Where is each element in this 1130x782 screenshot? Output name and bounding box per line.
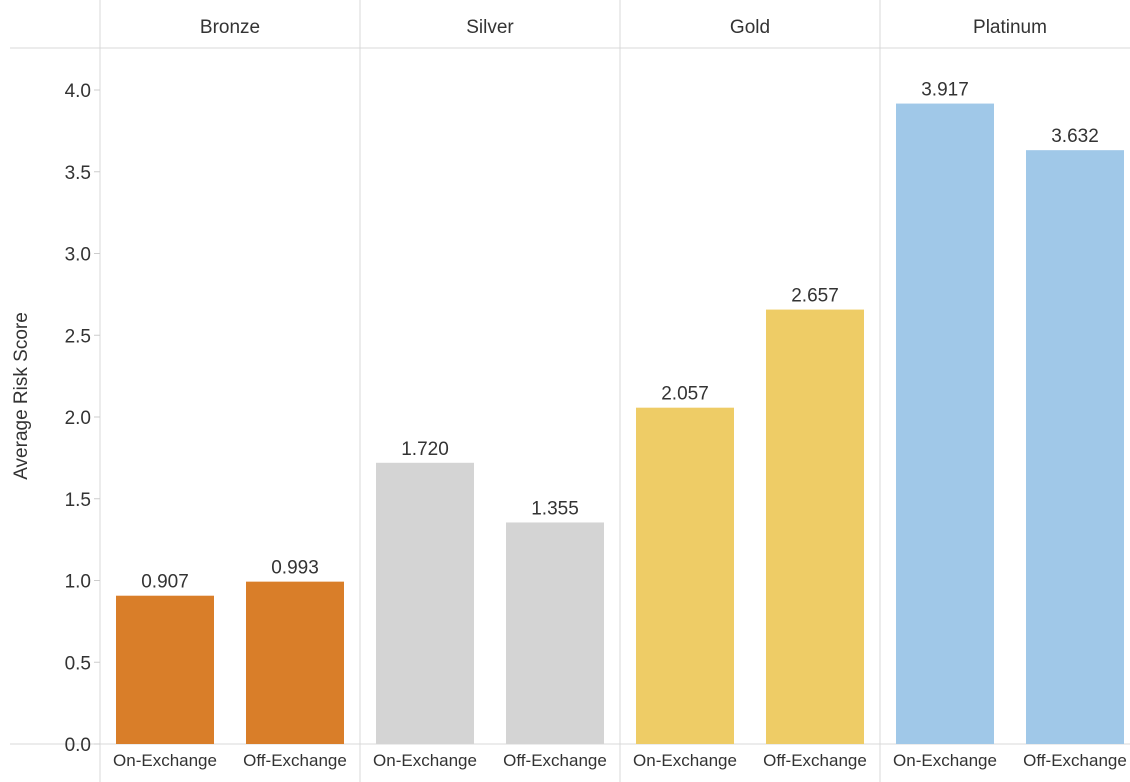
bar[interactable] bbox=[376, 462, 474, 744]
y-tick-label: 1.5 bbox=[65, 490, 91, 511]
y-tick-label: 2.0 bbox=[65, 408, 91, 429]
y-axis-title: Average Risk Score bbox=[11, 312, 32, 480]
y-tick-label: 3.0 bbox=[65, 245, 91, 266]
facet-panels: Bronze0.907On-Exchange0.993Off-ExchangeS… bbox=[113, 17, 1127, 770]
x-category-label: Off-Exchange bbox=[243, 751, 347, 770]
panel-platinum: Platinum 3.917 On-Exchange 3.632 Off-Exchang… bbox=[893, 17, 1127, 770]
bar-value-label: 2.657 bbox=[791, 286, 839, 307]
bar-value-label: 3.917 bbox=[921, 80, 969, 101]
y-tick-label: 0.0 bbox=[65, 735, 91, 756]
x-category-label: On-Exchange bbox=[633, 751, 737, 770]
bar[interactable] bbox=[1026, 150, 1124, 745]
y-tick-label: 4.0 bbox=[65, 81, 91, 102]
bar[interactable] bbox=[636, 407, 734, 744]
bar[interactable] bbox=[506, 522, 604, 744]
panel-gold: Gold 2.057 On-Exchange 2.657 Off-Exchange bbox=[633, 17, 867, 770]
y-tick-label: 1.0 bbox=[65, 572, 91, 593]
x-category-label: On-Exchange bbox=[893, 751, 997, 770]
bar[interactable] bbox=[116, 595, 214, 744]
bar-value-label: 1.355 bbox=[531, 498, 579, 519]
panel-header: Platinum bbox=[973, 17, 1047, 38]
x-category-label: On-Exchange bbox=[113, 751, 217, 770]
panel-silver: Silver 1.720 On-Exchange 1.355 Off-Exchange bbox=[373, 17, 607, 770]
x-category-label: Off-Exchange bbox=[1023, 751, 1127, 770]
bar-value-label: 0.907 bbox=[141, 572, 189, 593]
y-tick-label: 3.5 bbox=[65, 163, 91, 184]
bar-value-label: 0.993 bbox=[271, 558, 319, 579]
bar[interactable] bbox=[766, 309, 864, 744]
bar-value-label: 3.632 bbox=[1051, 126, 1099, 147]
panel-header: Gold bbox=[730, 17, 770, 38]
bar[interactable] bbox=[246, 581, 344, 744]
y-axis: Average Risk Score 0.0 0.5 1.0 1.5 2.0 2.5 3.0… bbox=[11, 81, 100, 756]
panel-header: Silver bbox=[466, 17, 514, 38]
panel-header: Bronze bbox=[200, 17, 260, 38]
x-category-label: On-Exchange bbox=[373, 751, 477, 770]
y-tick-label: 2.5 bbox=[65, 326, 91, 347]
x-category-label: Off-Exchange bbox=[503, 751, 607, 770]
panel-bronze: Bronze 0.907 On-Exchange 0.993 Off-Exchange bbox=[113, 17, 347, 770]
bar[interactable] bbox=[896, 103, 994, 745]
bar-value-label: 1.720 bbox=[401, 439, 449, 460]
x-category-label: Off-Exchange bbox=[763, 751, 867, 770]
y-tick-label: 0.5 bbox=[65, 653, 91, 674]
bar-value-label: 2.057 bbox=[661, 384, 709, 405]
